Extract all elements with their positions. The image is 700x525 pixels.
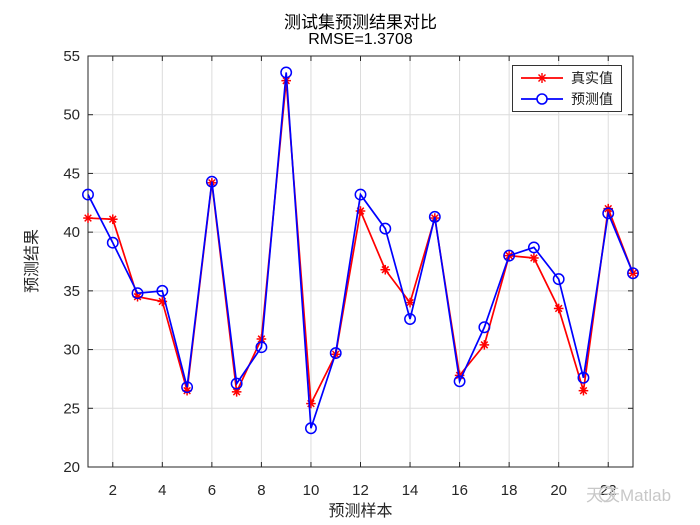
x-tick-label: 8 [257, 482, 265, 499]
x-tick-label: 12 [352, 482, 369, 499]
watermark-text: 天天Matlab [586, 486, 672, 505]
legend-item-pred: 预测值 [520, 90, 621, 108]
x-tick-labels: 2 4 6 8 10 12 14 16 18 20 22 [109, 482, 617, 499]
x-tick-label: 6 [208, 482, 216, 499]
legend-label-pred: 预测值 [571, 91, 613, 107]
y-tick-labels: 20 25 30 35 40 45 50 55 [63, 48, 80, 476]
legend-box: 真实值 预测值 [512, 65, 622, 112]
y-tick-label: 55 [63, 48, 80, 65]
watermark: 天天Matlab [586, 481, 700, 505]
legend-circle-line-icon [521, 93, 563, 105]
legend-asterisk-line-icon [521, 73, 563, 83]
x-tick-label: 4 [158, 482, 166, 499]
y-tick-label: 30 [63, 342, 80, 359]
x-tick-label: 22 [600, 482, 617, 499]
x-tick-label: 2 [109, 482, 117, 499]
x-tick-label: 20 [550, 482, 567, 499]
figure-subtitle: RMSE=1.3708 [308, 31, 413, 48]
grid-lines [88, 56, 633, 467]
x-tick-label: 14 [402, 482, 419, 499]
series-pred-markers [82, 66, 639, 435]
y-axis-label: 预测结果 [24, 228, 41, 294]
x-tick-label: 18 [501, 482, 518, 499]
x-tick-label: 10 [303, 482, 320, 499]
figure-title: 测试集预测结果对比 [284, 13, 437, 32]
y-tick-label: 45 [63, 165, 80, 182]
x-axis-label: 预测样本 [328, 503, 393, 520]
tick-marks [88, 55, 633, 468]
y-tick-label: 25 [63, 400, 80, 417]
x-tick-label: 16 [451, 482, 468, 499]
y-tick-label: 40 [63, 224, 80, 241]
series-pred-line [87, 72, 634, 429]
y-tick-label: 20 [63, 459, 80, 476]
legend-item-true: 真实值 [520, 69, 621, 87]
legend-label-true: 真实值 [571, 70, 613, 86]
y-tick-label: 35 [63, 283, 80, 300]
y-tick-label: 50 [63, 107, 80, 124]
watermark-logo-icon [598, 485, 616, 503]
